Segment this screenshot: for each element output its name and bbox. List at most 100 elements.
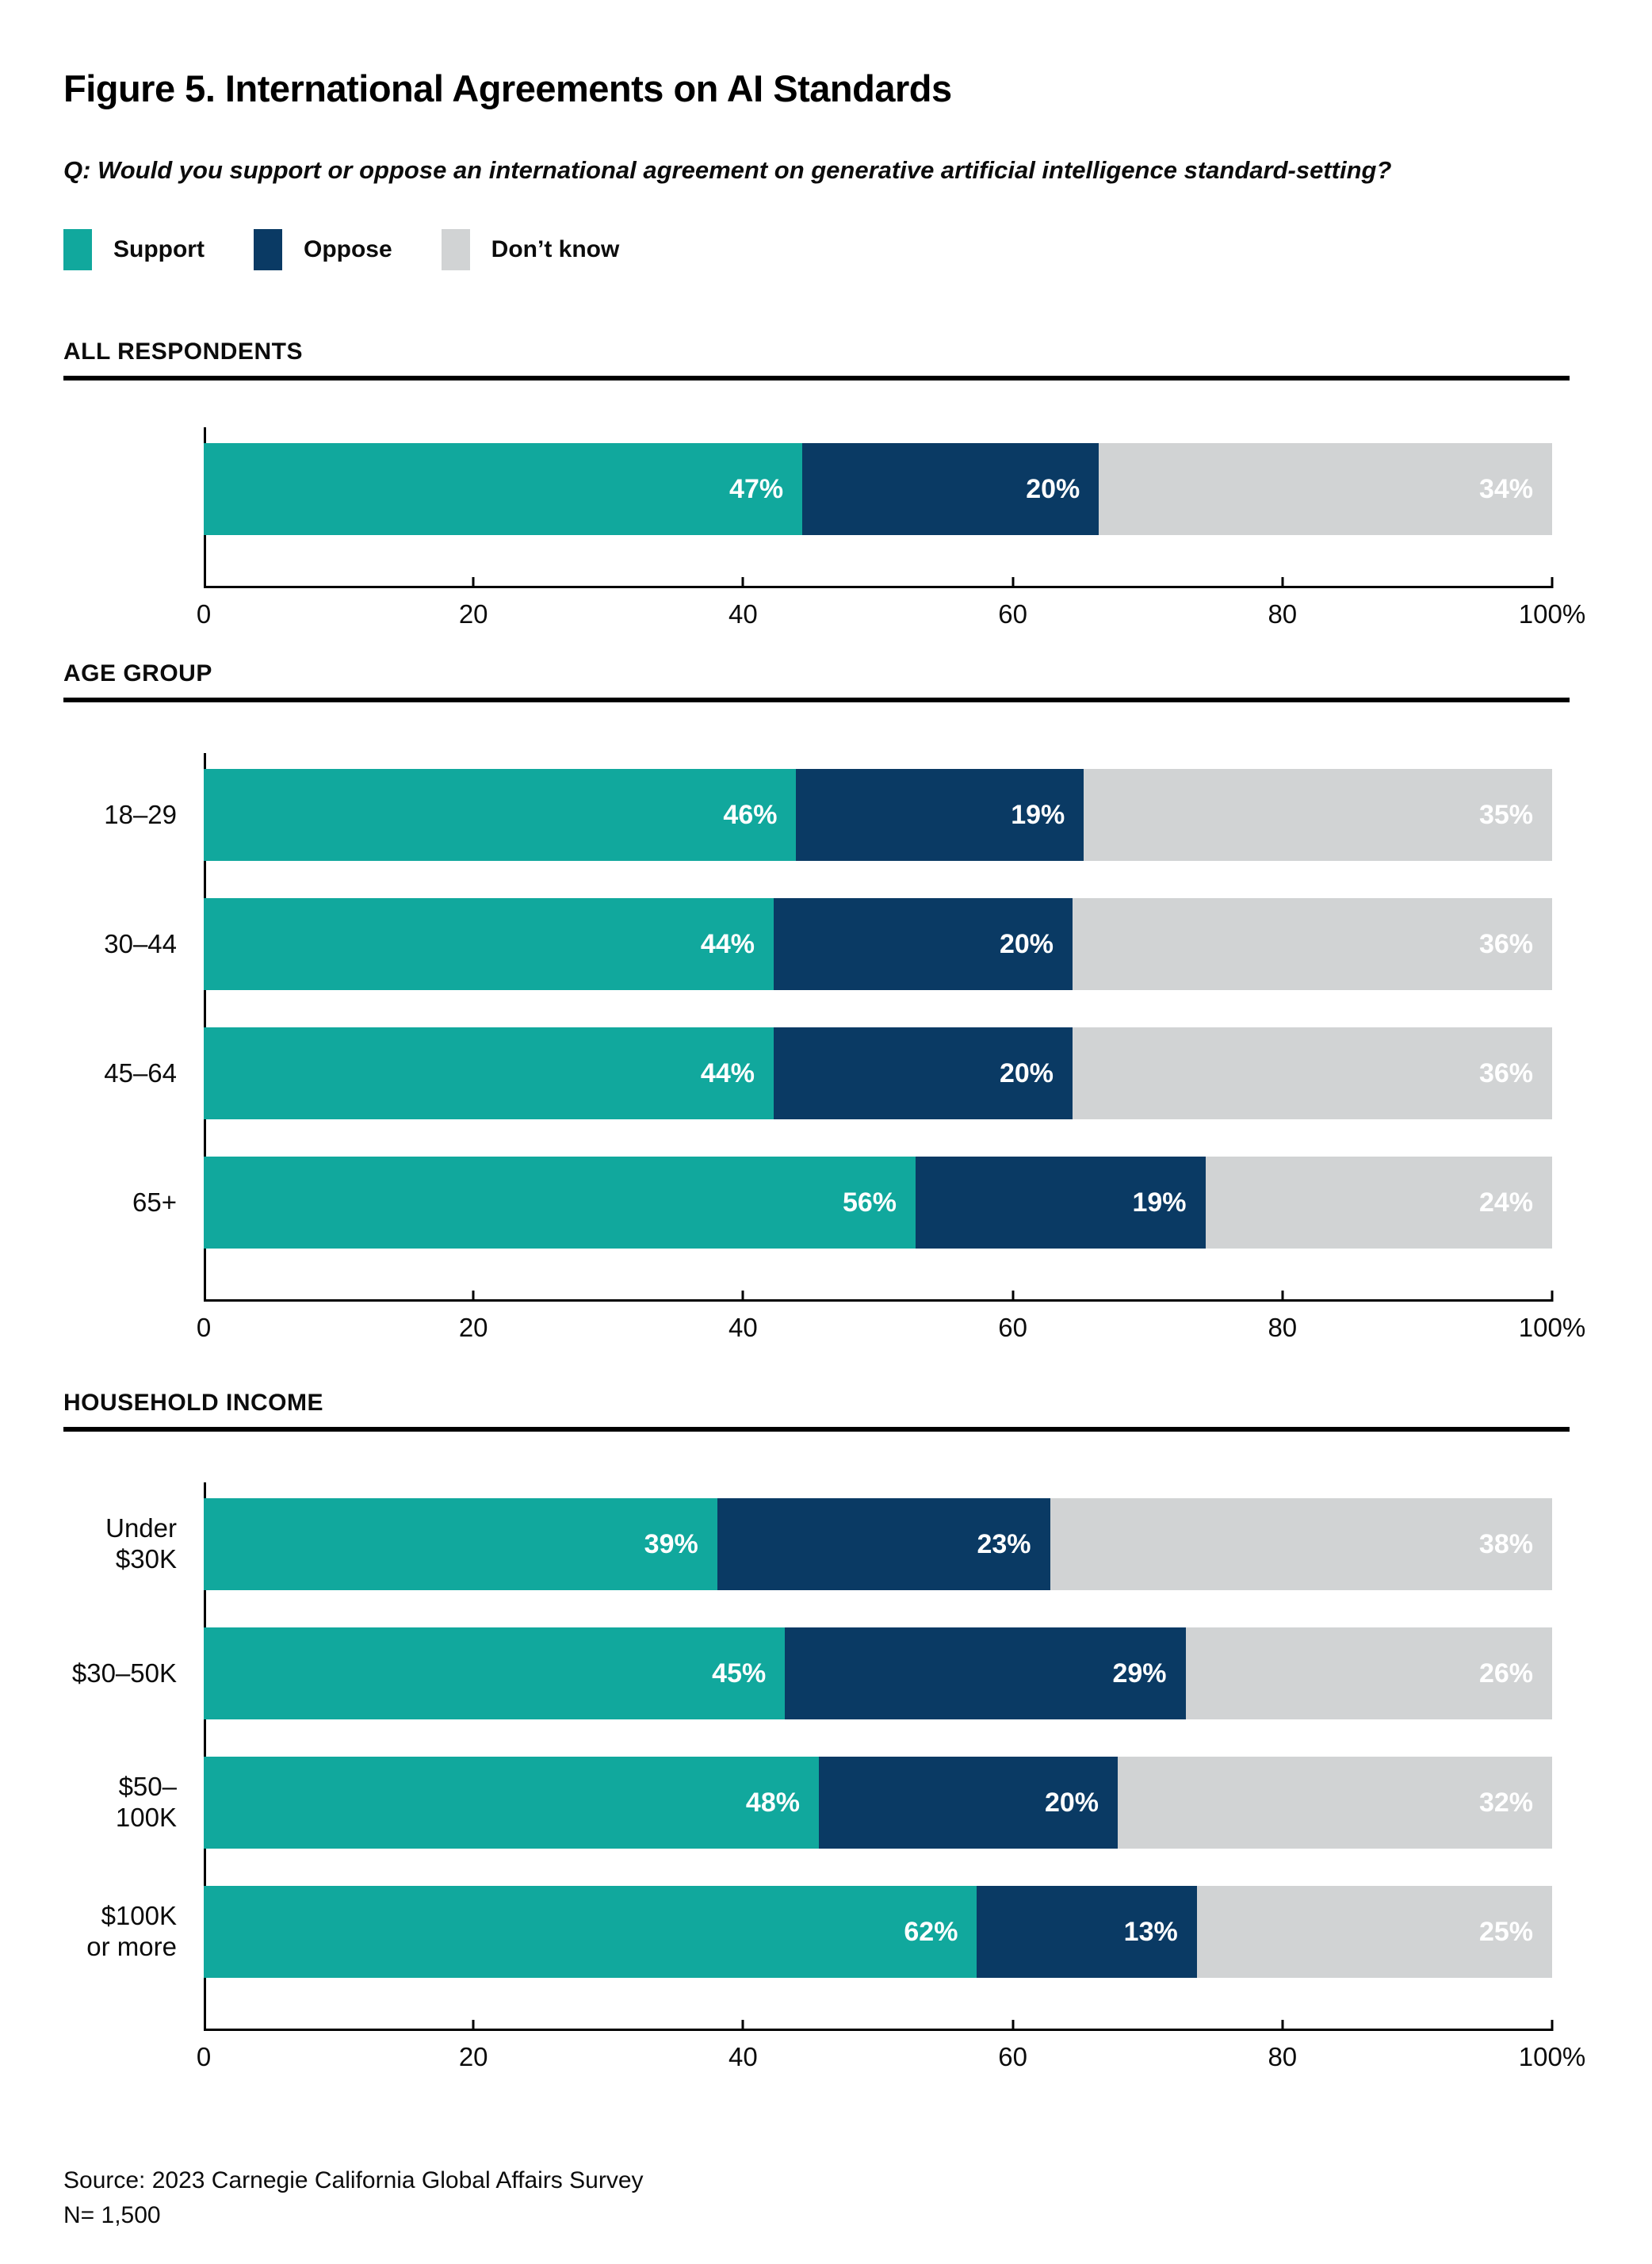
chart-all-respondents: 47% 20% 34% 0 20 40 60 80 100% — [63, 381, 1585, 633]
axis-tick-label: 60 — [998, 1313, 1027, 1342]
axis-tick — [1281, 1291, 1284, 1302]
axis-tick — [1551, 1291, 1554, 1302]
section-header-age-group: AGE GROUP — [63, 660, 212, 686]
axis-tick — [1551, 2020, 1554, 2031]
value-label-support: 47% — [729, 473, 784, 504]
axis-tick — [472, 2020, 475, 2031]
value-label-support: 44% — [700, 1057, 755, 1088]
bar-segment-oppose: 13% — [977, 1886, 1197, 1978]
category-label: 65+ — [132, 1187, 177, 1217]
bar-segment-support: 62% — [204, 1886, 977, 1978]
axis-tick-label: 40 — [728, 2042, 758, 2071]
bar-segment-don-t-know: 35% — [1084, 769, 1552, 861]
bar-segment-support: 47% — [204, 443, 803, 535]
axis-tick-label: 20 — [458, 2042, 488, 2071]
bar-row: $50–100K 48% 20% 32% — [116, 1757, 1552, 1849]
value-label-don-t-know: 35% — [1478, 799, 1533, 830]
value-label-support: 39% — [644, 1528, 698, 1559]
value-label-support: 56% — [842, 1187, 897, 1218]
chart-plot: 47% 20% 34% 0 20 40 60 80 100% — [197, 427, 1585, 633]
value-label-don-t-know: 32% — [1478, 1787, 1533, 1818]
bar-segment-don-t-know: 32% — [1118, 1757, 1552, 1849]
bar-segment-don-t-know: 38% — [1050, 1498, 1552, 1590]
section-household-income: HOUSEHOLD INCOME Under $30K 39% 23% 38% $30–… — [63, 1390, 1585, 2076]
bar-row: 65+ 56% 19% 24% — [132, 1157, 1552, 1249]
category-label: 18–29 — [104, 799, 177, 829]
value-label-support: 62% — [904, 1916, 958, 1947]
bar-segment-support: 44% — [204, 1027, 774, 1119]
axis-tick-label: 100% — [1518, 2042, 1586, 2071]
axis-tick-label: 80 — [1268, 1313, 1298, 1342]
axis-tick — [1011, 577, 1015, 588]
category-label: $100K or more — [86, 1901, 177, 1961]
axis-tick-label: 40 — [728, 599, 758, 629]
bar-segment-oppose: 20% — [802, 443, 1099, 535]
bar-row: 18–29 46% 19% 35% — [104, 769, 1552, 861]
source-line: Source: 2023 Carnegie California Global … — [63, 2167, 644, 2193]
value-label-don-t-know: 38% — [1478, 1528, 1533, 1559]
category-label: $50–100K — [115, 1772, 177, 1832]
legend: Support Oppose Don’t know — [63, 229, 1570, 270]
category-label: 45–64 — [104, 1057, 177, 1088]
value-label-support: 44% — [700, 928, 755, 959]
bar-segment-don-t-know: 24% — [1205, 1157, 1552, 1249]
value-label-don-t-know: 26% — [1478, 1658, 1534, 1688]
value-label-don-t-know: 24% — [1478, 1187, 1533, 1218]
chart-plot: Under $30K 39% 23% 38% $30–50K 45% 29% 26% $50–1… — [72, 1482, 1585, 2076]
section-header-all-respondents: ALL RESPONDENTS — [63, 338, 303, 365]
value-label-oppose: 29% — [1112, 1658, 1167, 1688]
bar-segment-oppose: 20% — [818, 1757, 1118, 1849]
bar-segment-don-t-know: 36% — [1073, 898, 1553, 990]
figure-title: Figure 5. International Agreements on AI… — [63, 67, 952, 109]
axis-tick — [741, 577, 744, 588]
bar-segment-support: 48% — [204, 1757, 819, 1849]
bar-segment-support: 44% — [204, 898, 774, 990]
bar-segment-oppose: 20% — [773, 1027, 1073, 1119]
bar-row: 45–64 44% 20% 36% — [104, 1027, 1553, 1119]
value-label-oppose: 13% — [1123, 1916, 1178, 1947]
x-axis-line — [204, 586, 1552, 588]
value-label-don-t-know: 25% — [1478, 1916, 1533, 1947]
bar-row: $30–50K 45% 29% 26% — [72, 1627, 1553, 1719]
axis-tick — [1281, 2020, 1284, 2031]
axis-tick-label: 20 — [458, 599, 488, 629]
axis-tick — [1281, 577, 1284, 588]
axis-tick-label: 0 — [196, 2042, 212, 2071]
section-age-group: AGE GROUP 18–29 46% 19% 35% 30–44 44% 20% 36% 45… — [63, 660, 1585, 1347]
bar-row: 30–44 44% 20% 36% — [104, 898, 1553, 990]
bar-row: Under $30K 39% 23% 38% — [105, 1498, 1552, 1590]
axis-tick-label: 20 — [458, 1313, 488, 1342]
value-label-support: 46% — [723, 799, 778, 830]
legend-label-oppose: Oppose — [303, 236, 392, 262]
bar-segment-oppose: 19% — [796, 769, 1084, 861]
x-axis-line — [204, 1299, 1552, 1302]
x-axis: 0 20 40 60 80 100% — [197, 2015, 1585, 2076]
value-label-oppose: 19% — [1132, 1187, 1187, 1218]
legend-item-support: Support — [63, 229, 205, 270]
axis-tick — [1011, 1291, 1015, 1302]
axis-tick-label: 100% — [1518, 1313, 1586, 1342]
legend-label-support: Support — [113, 236, 205, 262]
axis-tick — [741, 1291, 744, 1302]
value-label-oppose: 20% — [999, 928, 1054, 959]
axis-tick — [1011, 2020, 1015, 2031]
bar-segment-don-t-know: 25% — [1196, 1886, 1552, 1978]
dont-know-swatch-icon — [441, 229, 470, 270]
survey-question: Q: Would you support or oppose an intern… — [63, 156, 1392, 184]
chart-age-group: 18–29 46% 19% 35% 30–44 44% 20% 36% 45–64 44% 20% 3… — [63, 702, 1585, 1347]
legend-item-oppose: Oppose — [253, 229, 392, 270]
bar-segment-don-t-know: 34% — [1099, 443, 1552, 535]
axis-tick-label: 0 — [196, 1313, 212, 1342]
section-all-respondents: ALL RESPONDENTS 47% 20% 34% 0 20 40 60 80 100% — [63, 338, 1585, 633]
category-label: Under $30K — [105, 1513, 177, 1574]
axis-tick-label: 60 — [998, 599, 1027, 629]
bar-segment-oppose: 23% — [717, 1498, 1050, 1590]
chart-plot: 18–29 46% 19% 35% 30–44 44% 20% 36% 45–64 44% 20% 3… — [104, 753, 1585, 1347]
bar-segment-support: 46% — [204, 769, 797, 861]
value-label-don-t-know: 34% — [1478, 473, 1533, 504]
axis-tick-label: 0 — [196, 599, 212, 629]
bar-segment-don-t-know: 36% — [1073, 1027, 1553, 1119]
axis-tick-label: 40 — [728, 1313, 758, 1342]
axis-tick — [472, 577, 475, 588]
bar-segment-oppose: 29% — [785, 1627, 1186, 1719]
